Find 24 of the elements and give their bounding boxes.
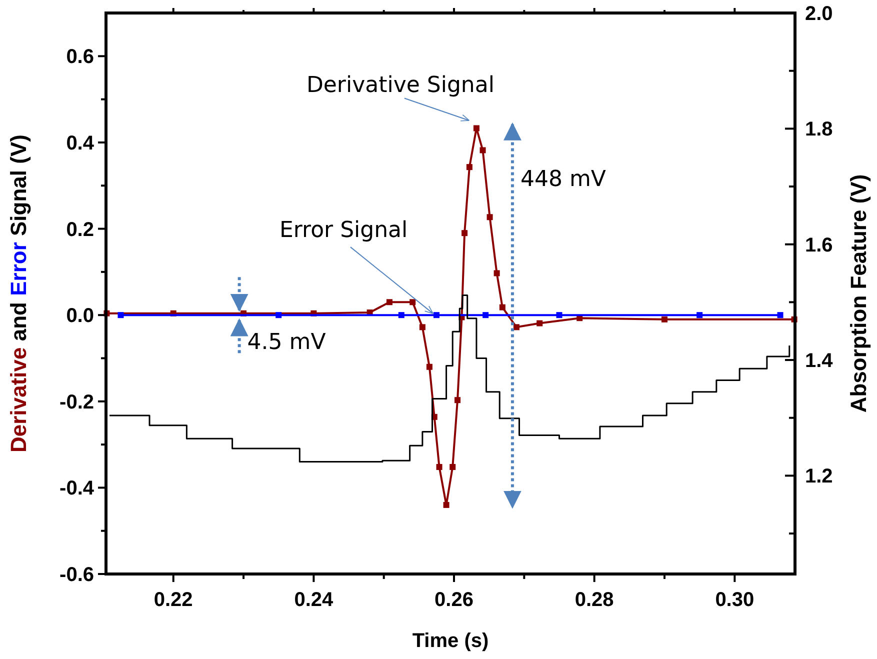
annotation: 4.5 mV [247,330,326,356]
annotation: Derivative Signal [306,73,494,98]
y2-tick-label: 1.2 [805,466,833,488]
y2-tick-label: 2.0 [805,3,833,25]
x-tick-label: 0.26 [434,589,474,611]
x-tick-label: 0.28 [574,589,614,611]
y-tick-label: 0.6 [66,46,94,68]
x-tick-label: 0.30 [715,589,754,611]
y-tick-label: -0.2 [60,391,94,414]
y2-tick-label: 1.6 [805,234,833,256]
y2-tick-label: 1.8 [805,118,833,141]
y-tick-label: 0.2 [66,218,94,241]
y2-axis-title: Absorption Feature (V) [846,174,871,413]
annotation: Error Signal [279,218,408,244]
y-tick-label: -0.4 [60,478,95,500]
y2-tick-label: 1.4 [805,350,834,372]
x-tick-label: 0.24 [294,589,334,611]
y-tick-label: -0.6 [60,564,94,586]
x-axis-title: Time (s) [412,630,489,652]
x-tick-label: 0.22 [154,589,193,611]
y-axis-title: Derivative and Error Signal (V) [6,134,31,452]
annotation: 448 mV [520,167,606,192]
y-tick-label: 0.4 [66,132,95,154]
y-tick-label: 0.0 [66,305,94,328]
